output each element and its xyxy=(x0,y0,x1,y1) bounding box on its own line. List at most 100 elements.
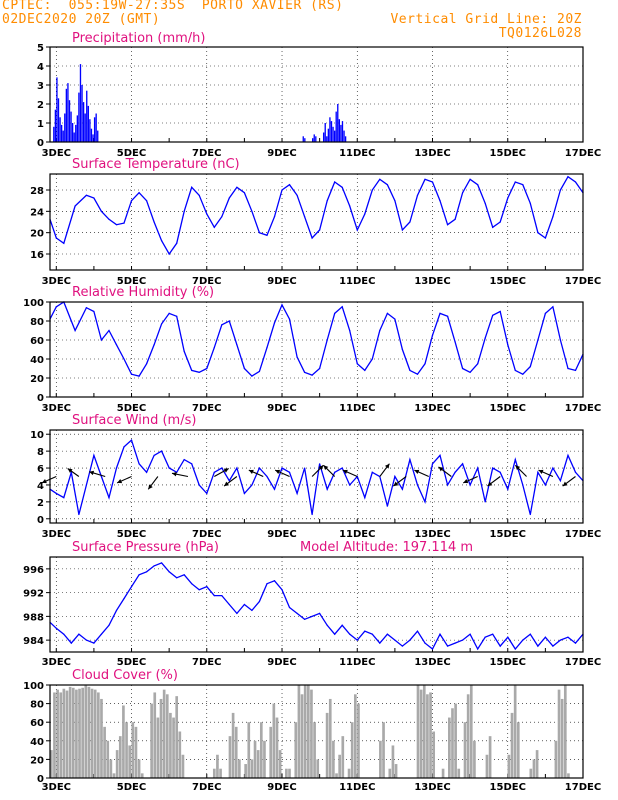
plot-frame xyxy=(49,684,584,779)
data-point xyxy=(191,369,193,371)
bar xyxy=(78,688,81,778)
bar xyxy=(56,77,58,142)
y-tick-label: 28 xyxy=(30,186,44,197)
wind-arrow-head xyxy=(117,479,123,484)
data-point xyxy=(334,471,336,473)
data-point xyxy=(288,318,291,320)
data-point xyxy=(514,458,516,461)
data-point xyxy=(100,339,103,341)
series-line xyxy=(49,175,584,256)
x-tick-label: 7DEC xyxy=(192,782,221,793)
data-point xyxy=(115,609,118,612)
x-tick-label: 17DEC xyxy=(565,657,601,668)
y-tick-label: 1 xyxy=(37,119,44,130)
y-tick-label: 100 xyxy=(23,298,44,309)
data-point xyxy=(349,633,351,635)
bar xyxy=(510,712,514,778)
bar xyxy=(247,722,251,778)
data-point xyxy=(349,329,351,332)
data-point xyxy=(153,454,155,456)
wind-arrow-head xyxy=(515,465,521,471)
y-tick-label: 40 xyxy=(30,355,44,366)
data-point xyxy=(379,329,381,332)
data-point xyxy=(63,242,65,244)
x-tick-label: 17DEC xyxy=(565,529,601,540)
data-point xyxy=(243,192,245,194)
bar xyxy=(95,113,97,142)
x-tick-label: 13DEC xyxy=(414,403,450,414)
data-point xyxy=(379,178,381,180)
data-point xyxy=(439,200,441,202)
x-tick-label: 15DEC xyxy=(490,276,526,287)
bar xyxy=(529,768,533,778)
data-point xyxy=(168,467,170,469)
data-point xyxy=(371,471,373,473)
bar xyxy=(312,138,314,142)
bar xyxy=(234,726,238,778)
x-tick-label: 3DEC xyxy=(42,529,71,540)
bar xyxy=(118,736,122,778)
data-point xyxy=(567,636,569,638)
data-point xyxy=(258,370,261,372)
bar xyxy=(426,694,429,778)
bar xyxy=(140,773,144,778)
data-point xyxy=(130,373,133,375)
bar xyxy=(313,722,316,778)
data-point xyxy=(484,501,486,503)
bar xyxy=(65,88,68,142)
x-tick-label: 11DEC xyxy=(339,276,375,287)
bar xyxy=(109,759,113,778)
data-point xyxy=(311,237,313,239)
y-tick-label: 40 xyxy=(30,737,44,748)
y-tick-label: 996 xyxy=(23,565,44,576)
data-point xyxy=(251,609,253,612)
data-point xyxy=(115,344,118,346)
bar xyxy=(87,105,89,142)
data-point xyxy=(349,205,351,207)
data-point xyxy=(341,624,343,626)
data-point xyxy=(221,467,223,469)
data-point xyxy=(221,324,223,326)
y-tick-label: 16 xyxy=(30,250,44,261)
bar xyxy=(300,694,304,778)
data-point xyxy=(349,484,351,486)
bar xyxy=(97,692,100,778)
data-point xyxy=(228,320,230,322)
panel-title: Relative Humidity (%) xyxy=(72,285,214,300)
data-point xyxy=(552,645,554,647)
data-point xyxy=(574,642,577,644)
data-point xyxy=(130,200,133,202)
bar xyxy=(316,759,320,778)
bar xyxy=(473,740,476,778)
data-point xyxy=(266,475,268,478)
data-point xyxy=(115,467,118,469)
data-point xyxy=(567,176,569,178)
x-tick-label: 17DEC xyxy=(565,782,601,793)
data-point xyxy=(288,184,291,186)
bar xyxy=(379,740,382,778)
x-tick-label: 5DEC xyxy=(117,276,146,287)
data-point xyxy=(100,210,103,212)
bar xyxy=(79,64,82,142)
data-point xyxy=(153,221,155,223)
bar xyxy=(84,685,88,778)
bar xyxy=(64,113,66,142)
data-point xyxy=(145,571,148,573)
y-tick-label: 988 xyxy=(23,612,44,623)
bar xyxy=(153,692,157,778)
bar xyxy=(278,750,282,778)
data-point xyxy=(213,471,215,473)
data-point xyxy=(499,221,501,223)
bar xyxy=(250,759,254,778)
data-point xyxy=(522,373,524,375)
x-tick-label: 11DEC xyxy=(339,529,375,540)
y-tick-label: 2 xyxy=(37,100,44,111)
data-point xyxy=(281,467,283,469)
data-point xyxy=(559,480,562,482)
data-point xyxy=(161,323,163,325)
data-point xyxy=(386,312,388,314)
data-point xyxy=(416,373,419,375)
bar xyxy=(76,115,79,142)
bar xyxy=(106,740,110,778)
bar xyxy=(71,687,75,778)
